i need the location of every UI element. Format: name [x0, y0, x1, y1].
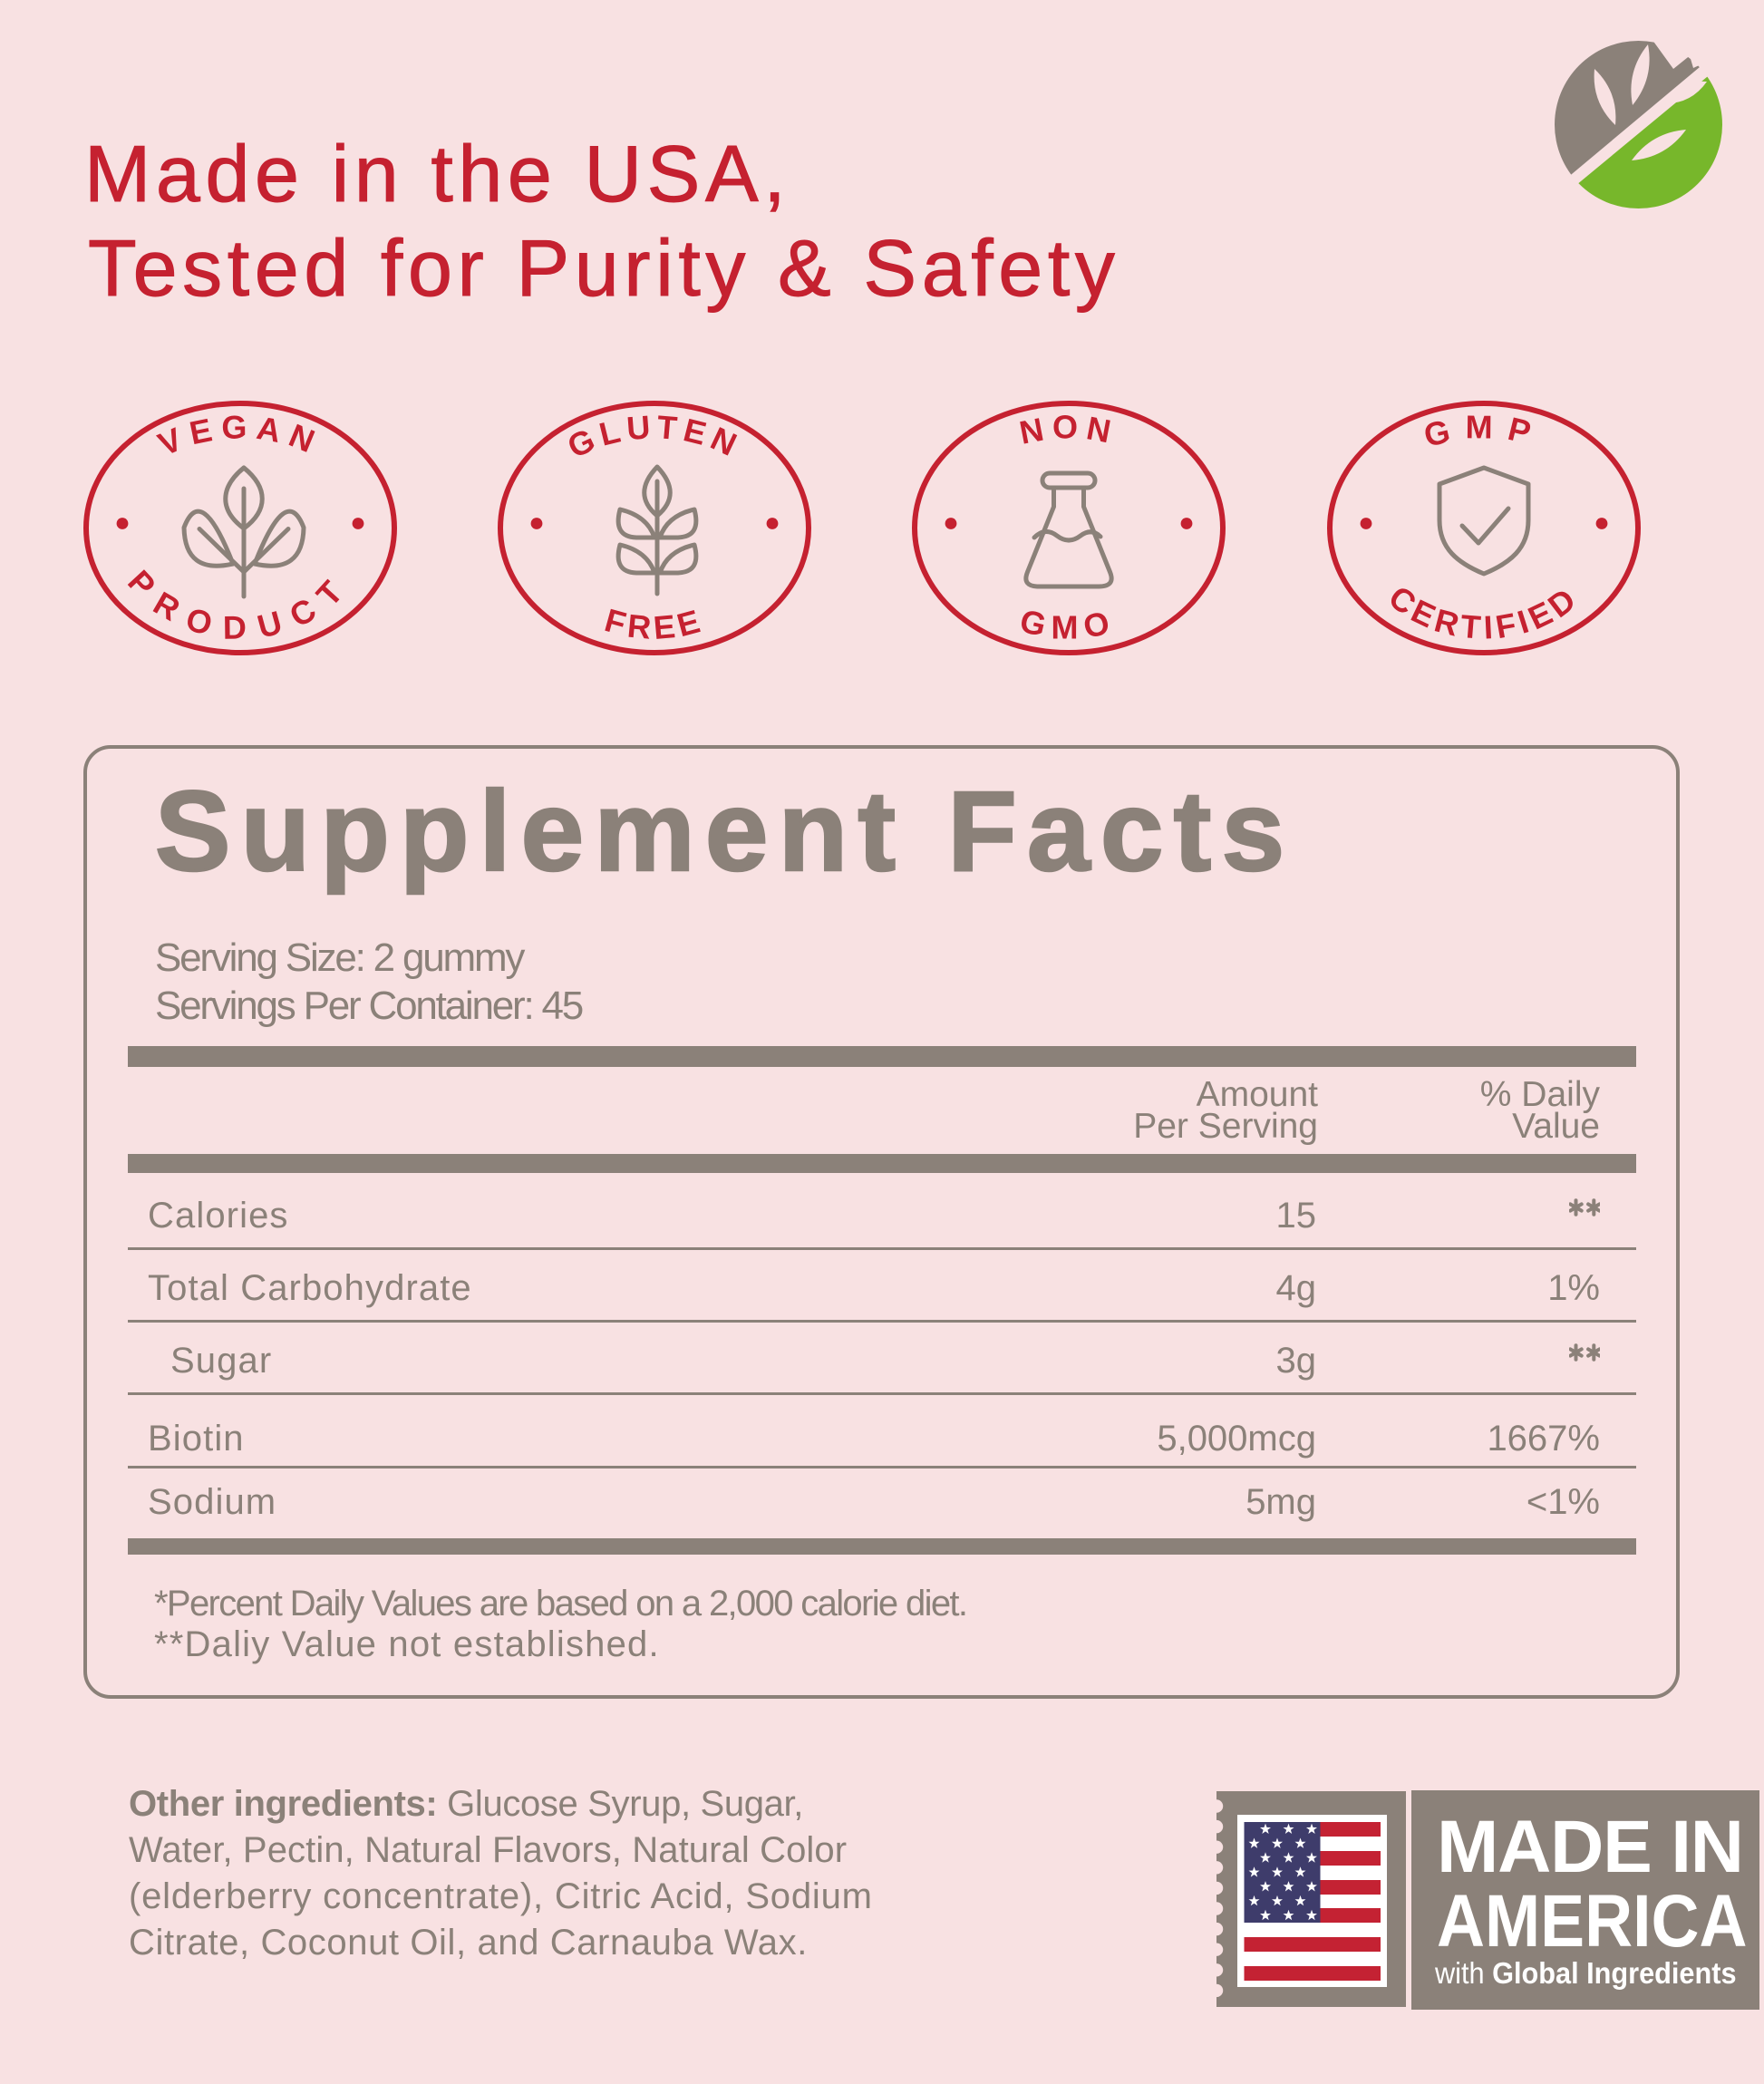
svg-text:GMP: GMP	[1420, 408, 1547, 454]
svg-text:GMO: GMO	[1016, 602, 1120, 646]
svg-text:FREE: FREE	[601, 601, 708, 646]
svg-text:NON: NON	[1016, 409, 1120, 451]
